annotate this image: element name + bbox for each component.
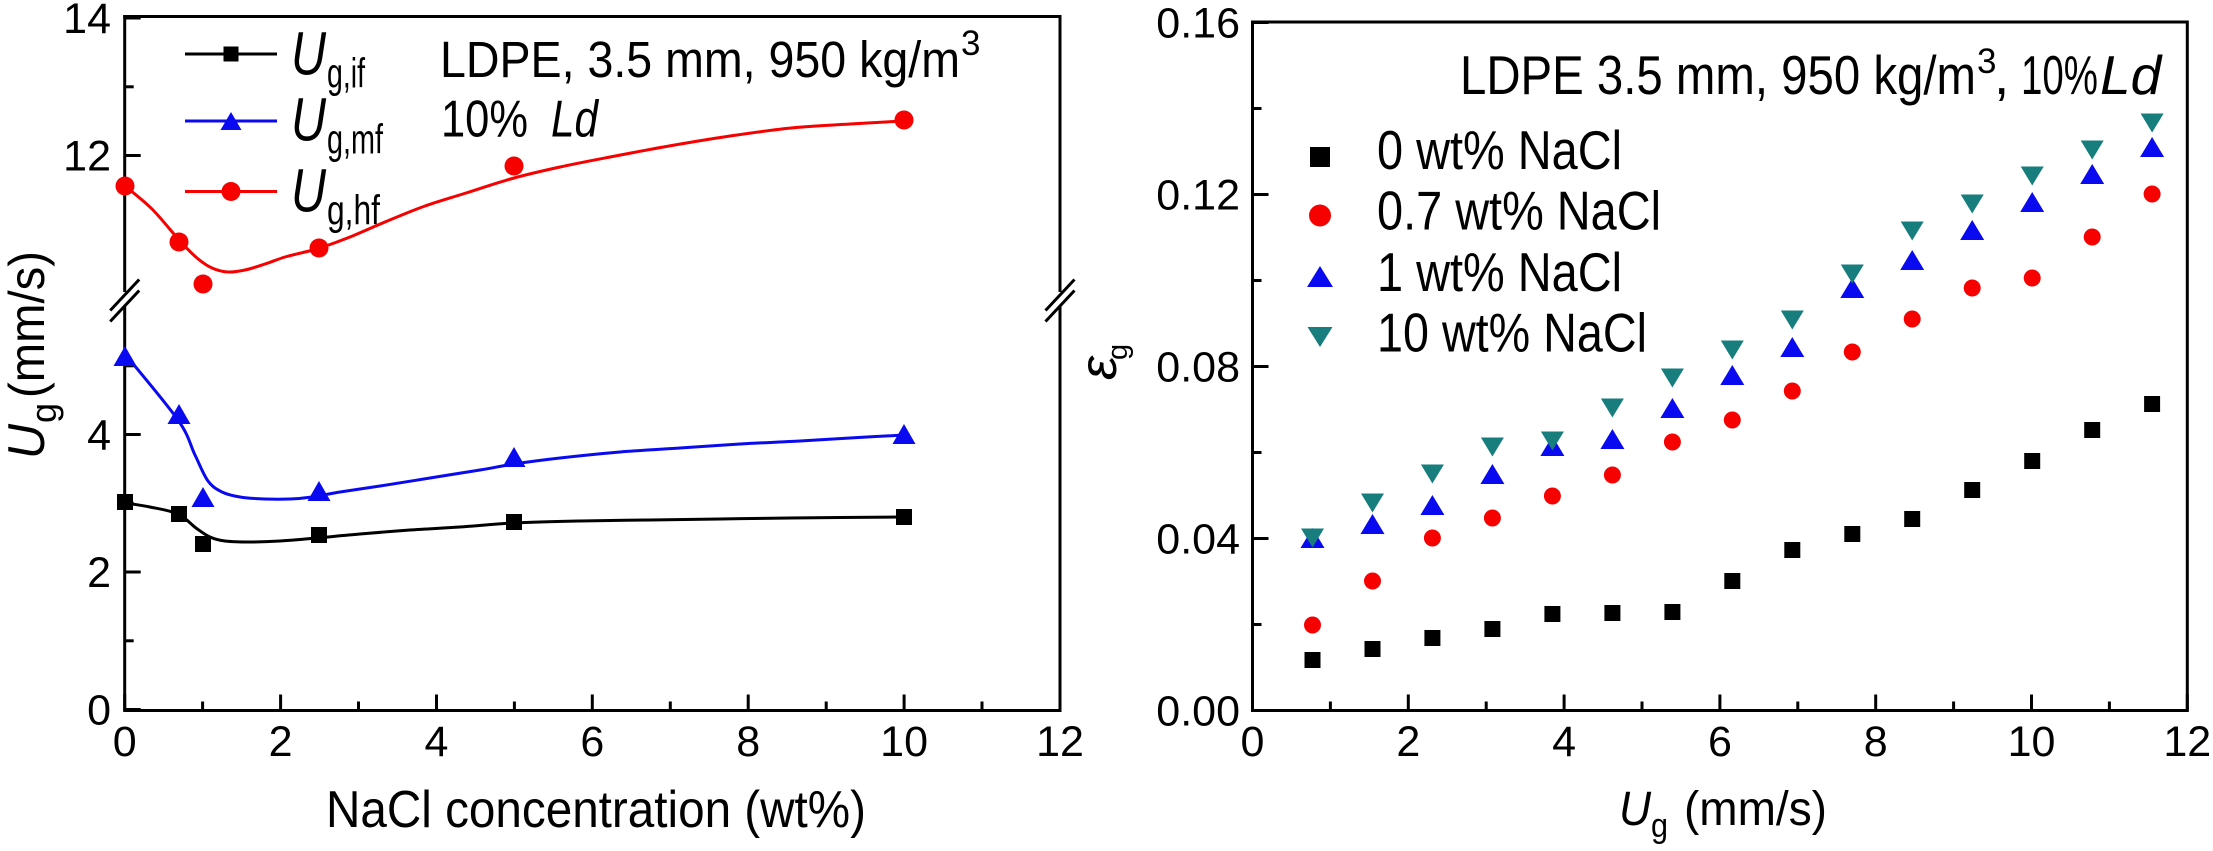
svg-text:g,if: g,if <box>327 50 365 97</box>
svg-text:2: 2 <box>1396 718 1420 766</box>
svg-text:8: 8 <box>1864 718 1888 766</box>
svg-text:Ld: Ld <box>551 91 600 149</box>
svg-text:0: 0 <box>1241 718 1265 766</box>
svg-text:ε: ε <box>1070 355 1128 380</box>
svg-text:3: 3 <box>1977 42 1996 81</box>
svg-text:12: 12 <box>2163 718 2211 766</box>
svg-text:g,hf: g,hf <box>327 187 380 234</box>
svg-text:(mm/s): (mm/s) <box>0 251 55 398</box>
svg-text:0.7 wt% NaCl: 0.7 wt% NaCl <box>1377 180 1661 242</box>
svg-text:1 wt% NaCl: 1 wt% NaCl <box>1377 241 1622 303</box>
svg-text:U: U <box>1619 783 1651 836</box>
svg-text:3: 3 <box>961 24 980 63</box>
svg-text:0.08: 0.08 <box>1156 344 1240 392</box>
svg-text:2: 2 <box>87 549 111 597</box>
svg-text:g: g <box>1651 807 1668 845</box>
svg-text:8: 8 <box>736 718 760 766</box>
svg-text:14: 14 <box>63 0 111 43</box>
svg-text:0: 0 <box>87 687 111 735</box>
svg-text:U: U <box>291 20 327 88</box>
svg-text:g: g <box>1102 344 1134 360</box>
svg-text:10%: 10% <box>2021 44 2098 106</box>
svg-text:0.12: 0.12 <box>1156 172 1240 220</box>
svg-text:NaCl concentration (wt%): NaCl concentration (wt%) <box>326 781 866 839</box>
svg-text:0.00: 0.00 <box>1156 688 1240 736</box>
svg-text:(mm/s): (mm/s) <box>1684 783 1827 836</box>
svg-text:12: 12 <box>1036 718 1084 766</box>
svg-text:12: 12 <box>63 133 111 181</box>
svg-text:LDPE 3.5 mm, 950 kg/m: LDPE 3.5 mm, 950 kg/m <box>1460 44 1976 106</box>
svg-text:g: g <box>23 403 64 423</box>
svg-text:4: 4 <box>1552 718 1576 766</box>
svg-text:LDPE, 3.5 mm, 950 kg/m: LDPE, 3.5 mm, 950 kg/m <box>440 31 960 88</box>
svg-text:U: U <box>291 157 327 225</box>
svg-text:,: , <box>1994 44 2009 106</box>
svg-text:Ld: Ld <box>2100 44 2164 106</box>
svg-text:0.16: 0.16 <box>1156 0 1240 48</box>
svg-text:0.04: 0.04 <box>1156 516 1240 564</box>
svg-text:10: 10 <box>2008 718 2056 766</box>
svg-text:U: U <box>0 424 56 459</box>
svg-text:g,mf: g,mf <box>327 116 383 163</box>
svg-text:6: 6 <box>1708 718 1732 766</box>
svg-text:U: U <box>291 86 327 154</box>
svg-text:0 wt% NaCl: 0 wt% NaCl <box>1377 119 1622 181</box>
svg-text:0: 0 <box>113 718 137 766</box>
svg-text:10%: 10% <box>441 91 528 149</box>
svg-text:6: 6 <box>580 718 604 766</box>
svg-text:10: 10 <box>880 718 928 766</box>
svg-text:2: 2 <box>269 718 293 766</box>
svg-text:4: 4 <box>87 412 111 460</box>
svg-text:10 wt% NaCl: 10 wt% NaCl <box>1377 302 1647 364</box>
svg-text:4: 4 <box>425 718 449 766</box>
